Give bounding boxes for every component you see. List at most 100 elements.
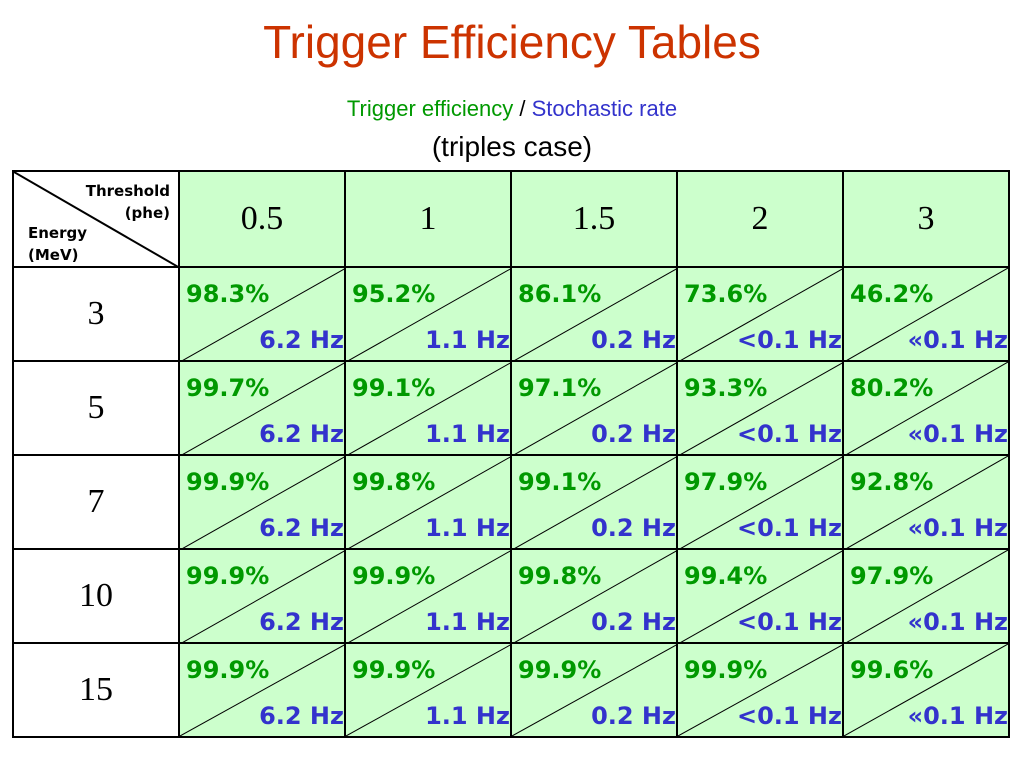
trigger-efficiency-value: 99.9% (352, 656, 436, 684)
cell-diagonal (844, 456, 1008, 550)
energy-label: Energy (28, 224, 88, 242)
cell-diagonal (346, 456, 512, 550)
energy-row-header: 15 (14, 644, 180, 736)
cell-diagonal (678, 268, 844, 362)
table-cell: 93.3% <0.1 Hz (678, 362, 844, 456)
trigger-efficiency-value: 99.4% (684, 562, 768, 590)
trigger-efficiency-value: 86.1% (518, 280, 602, 308)
table-cell: 99.1% 0.2 Hz (512, 456, 678, 550)
trigger-efficiency-value: 99.1% (352, 374, 436, 402)
stochastic-rate-value: 1.1 Hz (425, 608, 510, 636)
stochastic-rate-value: 6.2 Hz (259, 420, 344, 448)
trigger-efficiency-value: 99.1% (518, 468, 602, 496)
rate-label: Stochastic rate (531, 96, 678, 121)
stochastic-rate-value: <0.1 Hz (736, 326, 842, 354)
energy-row-header: 10 (14, 550, 180, 644)
stochastic-rate-value: 1.1 Hz (425, 326, 510, 354)
trigger-efficiency-value: 99.6% (850, 656, 934, 684)
table-cell: 97.9% «0.1 Hz (844, 550, 1008, 644)
table-cell: 99.8% 0.2 Hz (512, 550, 678, 644)
stochastic-rate-value: 0.2 Hz (591, 702, 676, 730)
cell-diagonal (512, 268, 678, 362)
cell-diagonal (180, 456, 346, 550)
cell-diagonal (346, 550, 512, 644)
stochastic-rate-value: <0.1 Hz (736, 608, 842, 636)
stochastic-rate-value: «0.1 Hz (907, 608, 1008, 636)
stochastic-rate-value: «0.1 Hz (907, 420, 1008, 448)
cell-diagonal (512, 362, 678, 456)
cell-diagonal (346, 268, 512, 362)
cell-diagonal (844, 268, 1008, 362)
trigger-efficiency-value: 99.8% (518, 562, 602, 590)
table-cell: 97.1% 0.2 Hz (512, 362, 678, 456)
table-cell: 86.1% 0.2 Hz (512, 268, 678, 362)
trigger-efficiency-value: 95.2% (352, 280, 436, 308)
stochastic-rate-value: «0.1 Hz (907, 702, 1008, 730)
cell-diagonal (512, 644, 678, 736)
table-cell: 99.9% 6.2 Hz (180, 550, 346, 644)
cell-diagonal (844, 644, 1008, 736)
table-cell: 95.2% 1.1 Hz (346, 268, 512, 362)
table-cell: 99.9% <0.1 Hz (678, 644, 844, 736)
threshold-label: Threshold (85, 182, 170, 200)
stochastic-rate-value: «0.1 Hz (907, 514, 1008, 542)
stochastic-rate-value: <0.1 Hz (736, 514, 842, 542)
threshold-header: Threshold (phe) (86, 180, 170, 224)
trigger-efficiency-value: 97.9% (850, 562, 934, 590)
cell-diagonal (180, 268, 346, 362)
table-cell: 99.9% 6.2 Hz (180, 456, 346, 550)
cell-diagonal (180, 362, 346, 456)
threshold-unit: (phe) (124, 204, 170, 222)
trigger-efficiency-value: 93.3% (684, 374, 768, 402)
trigger-efficiency-value: 73.6% (684, 280, 768, 308)
energy-header: Energy (MeV) (28, 222, 87, 266)
energy-row-header: 3 (14, 268, 180, 362)
stochastic-rate-value: 6.2 Hz (259, 514, 344, 542)
stochastic-rate-value: 6.2 Hz (259, 608, 344, 636)
corner-header-cell: Threshold (phe) Energy (MeV) (14, 172, 180, 268)
table-cell: 99.7% 6.2 Hz (180, 362, 346, 456)
cell-diagonal (678, 644, 844, 736)
threshold-column-header: 1 (346, 172, 512, 268)
trigger-efficiency-value: 99.9% (684, 656, 768, 684)
table-cell: 99.9% 6.2 Hz (180, 644, 346, 736)
subtitle: Trigger efficiency / Stochastic rate (0, 95, 1024, 123)
trigger-efficiency-value: 99.9% (186, 656, 270, 684)
trigger-efficiency-value: 99.9% (186, 468, 270, 496)
efficiency-label: Trigger efficiency (346, 96, 514, 121)
stochastic-rate-value: 1.1 Hz (425, 702, 510, 730)
threshold-column-header: 2 (678, 172, 844, 268)
stochastic-rate-value: 0.2 Hz (591, 608, 676, 636)
stochastic-rate-value: <0.1 Hz (736, 420, 842, 448)
table-cell: 46.2% «0.1 Hz (844, 268, 1008, 362)
stochastic-rate-value: 1.1 Hz (425, 514, 510, 542)
energy-row-header: 5 (14, 362, 180, 456)
threshold-column-header: 1.5 (512, 172, 678, 268)
stochastic-rate-value: <0.1 Hz (736, 702, 842, 730)
cell-diagonal (180, 550, 346, 644)
stochastic-rate-value: «0.1 Hz (907, 326, 1008, 354)
stochastic-rate-value: 0.2 Hz (591, 514, 676, 542)
trigger-efficiency-value: 99.9% (518, 656, 602, 684)
trigger-efficiency-value: 99.9% (352, 562, 436, 590)
cell-diagonal (678, 550, 844, 644)
trigger-efficiency-value: 92.8% (850, 468, 934, 496)
corner-diagonal (14, 172, 178, 266)
table-cell: 99.9% 0.2 Hz (512, 644, 678, 736)
table-cell: 99.9% 1.1 Hz (346, 550, 512, 644)
table-cell: 99.4% <0.1 Hz (678, 550, 844, 644)
table-cell: 73.6% <0.1 Hz (678, 268, 844, 362)
table-cell: 99.6% «0.1 Hz (844, 644, 1008, 736)
table-cell: 92.8% «0.1 Hz (844, 456, 1008, 550)
stochastic-rate-value: 6.2 Hz (259, 702, 344, 730)
page-title: Trigger Efficiency Tables (263, 16, 761, 68)
table-cell: 99.1% 1.1 Hz (346, 362, 512, 456)
stochastic-rate-value: 1.1 Hz (425, 420, 510, 448)
energy-row-header: 7 (14, 456, 180, 550)
stochastic-rate-value: 0.2 Hz (591, 326, 676, 354)
trigger-efficiency-value: 46.2% (850, 280, 934, 308)
subtitle-separator: / (513, 96, 532, 121)
table-cell: 99.8% 1.1 Hz (346, 456, 512, 550)
cell-diagonal (678, 362, 844, 456)
cell-diagonal (346, 644, 512, 736)
